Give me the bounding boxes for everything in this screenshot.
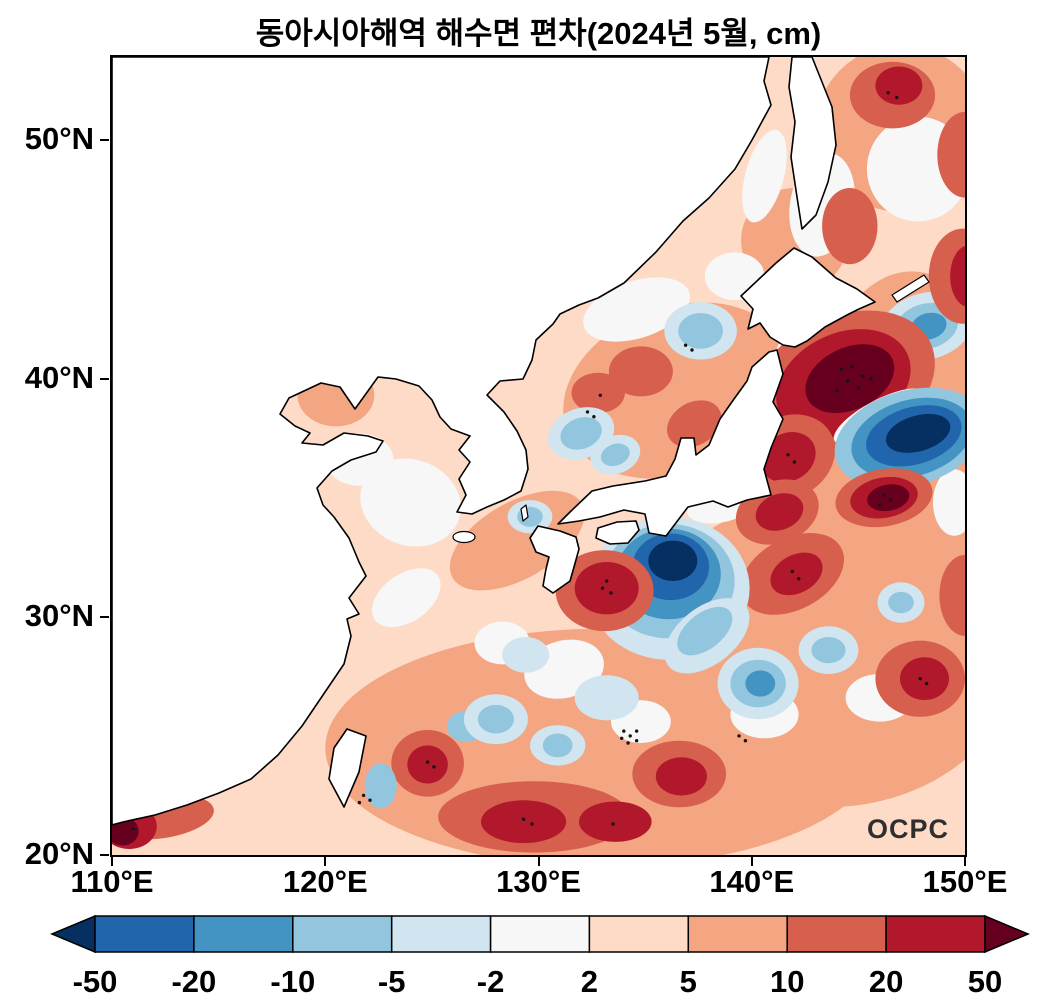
map-plot: OCPC (110, 55, 967, 857)
colorbar-tick-label: -10 (270, 964, 315, 999)
colorbar-tick-label: 10 (770, 964, 804, 999)
x-tick (324, 857, 327, 866)
y-tick (100, 854, 109, 856)
y-tick-label: 20°N (24, 836, 94, 871)
y-tick (100, 615, 109, 618)
colorbar-tick-label: -20 (171, 964, 216, 999)
coastline-kyushu (529, 525, 580, 594)
y-tick-label: 30°N (24, 597, 94, 633)
coastline-layer (112, 57, 930, 826)
x-tick-label: 120°E (282, 864, 368, 899)
figure-title: 동아시아해역 해수면 편차(2024년 5월, cm) (255, 16, 822, 51)
y-tick-label: 40°N (24, 359, 94, 395)
x-tick-label: 110°E (70, 864, 154, 899)
colorbar: -50 -20 -10 -5 -2 2 5 10 20 50 (50, 914, 1030, 999)
y-tick (100, 377, 109, 380)
coastline-sakhalin (788, 57, 837, 230)
x-tick (964, 857, 966, 866)
x-tick (750, 857, 753, 866)
x-tick-label: 150°E (922, 864, 1008, 899)
coastline-taiwan (328, 728, 367, 808)
colorbar-tick-label: -5 (378, 964, 406, 999)
y-tick-label: 50°N (24, 121, 94, 157)
coastline-kuril-islet (891, 274, 930, 303)
coastline-hokkaido (740, 247, 876, 348)
x-tick-label: 140°E (709, 864, 795, 899)
y-tick (100, 139, 109, 142)
coastline-shikoku (595, 520, 640, 545)
coastline-honshu (557, 349, 784, 537)
coastline-tsushima (520, 504, 529, 522)
coastline-jeju (452, 530, 476, 544)
x-tick (111, 857, 113, 866)
colorbar-tick-label: -2 (477, 964, 505, 999)
colorbar-tick-label: 2 (581, 964, 598, 999)
colorbar-tick-label: 20 (869, 964, 903, 999)
colorbar-tick-label: -50 (73, 964, 118, 999)
x-tick-label: 130°E (496, 864, 581, 899)
colorbar-tick-label: 5 (680, 964, 697, 999)
colorbar-tick-label: 50 (968, 964, 1002, 999)
x-tick (537, 857, 540, 866)
watermark-ocpc: OCPC (866, 814, 949, 844)
coastline-asia-mainland (112, 57, 772, 826)
